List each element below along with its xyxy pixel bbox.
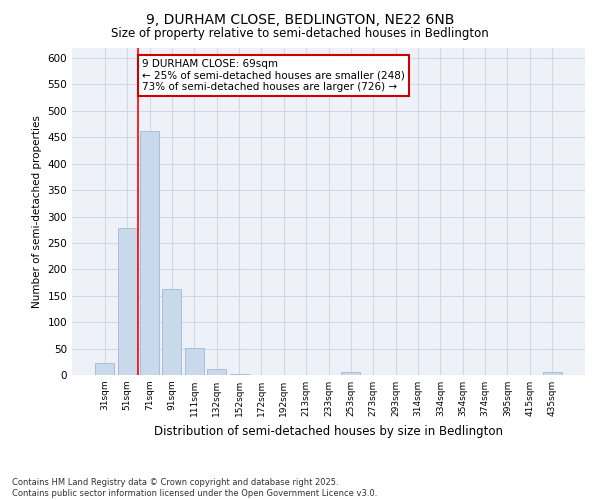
Bar [230, 374, 248, 375]
Y-axis label: Number of semi-detached properties: Number of semi-detached properties [32, 115, 42, 308]
Bar [118, 228, 137, 375]
Bar [207, 368, 226, 375]
Text: 9 DURHAM CLOSE: 69sqm
← 25% of semi-detached houses are smaller (248)
73% of sem: 9 DURHAM CLOSE: 69sqm ← 25% of semi-deta… [142, 59, 404, 92]
Text: Size of property relative to semi-detached houses in Bedlington: Size of property relative to semi-detach… [111, 28, 489, 40]
Bar [95, 364, 115, 375]
Bar [163, 289, 181, 375]
Bar [185, 348, 204, 375]
X-axis label: Distribution of semi-detached houses by size in Bedlington: Distribution of semi-detached houses by … [154, 424, 503, 438]
Bar [140, 131, 159, 375]
Bar [542, 372, 562, 375]
Text: Contains HM Land Registry data © Crown copyright and database right 2025.
Contai: Contains HM Land Registry data © Crown c… [12, 478, 377, 498]
Text: 9, DURHAM CLOSE, BEDLINGTON, NE22 6NB: 9, DURHAM CLOSE, BEDLINGTON, NE22 6NB [146, 12, 454, 26]
Bar [341, 372, 361, 375]
